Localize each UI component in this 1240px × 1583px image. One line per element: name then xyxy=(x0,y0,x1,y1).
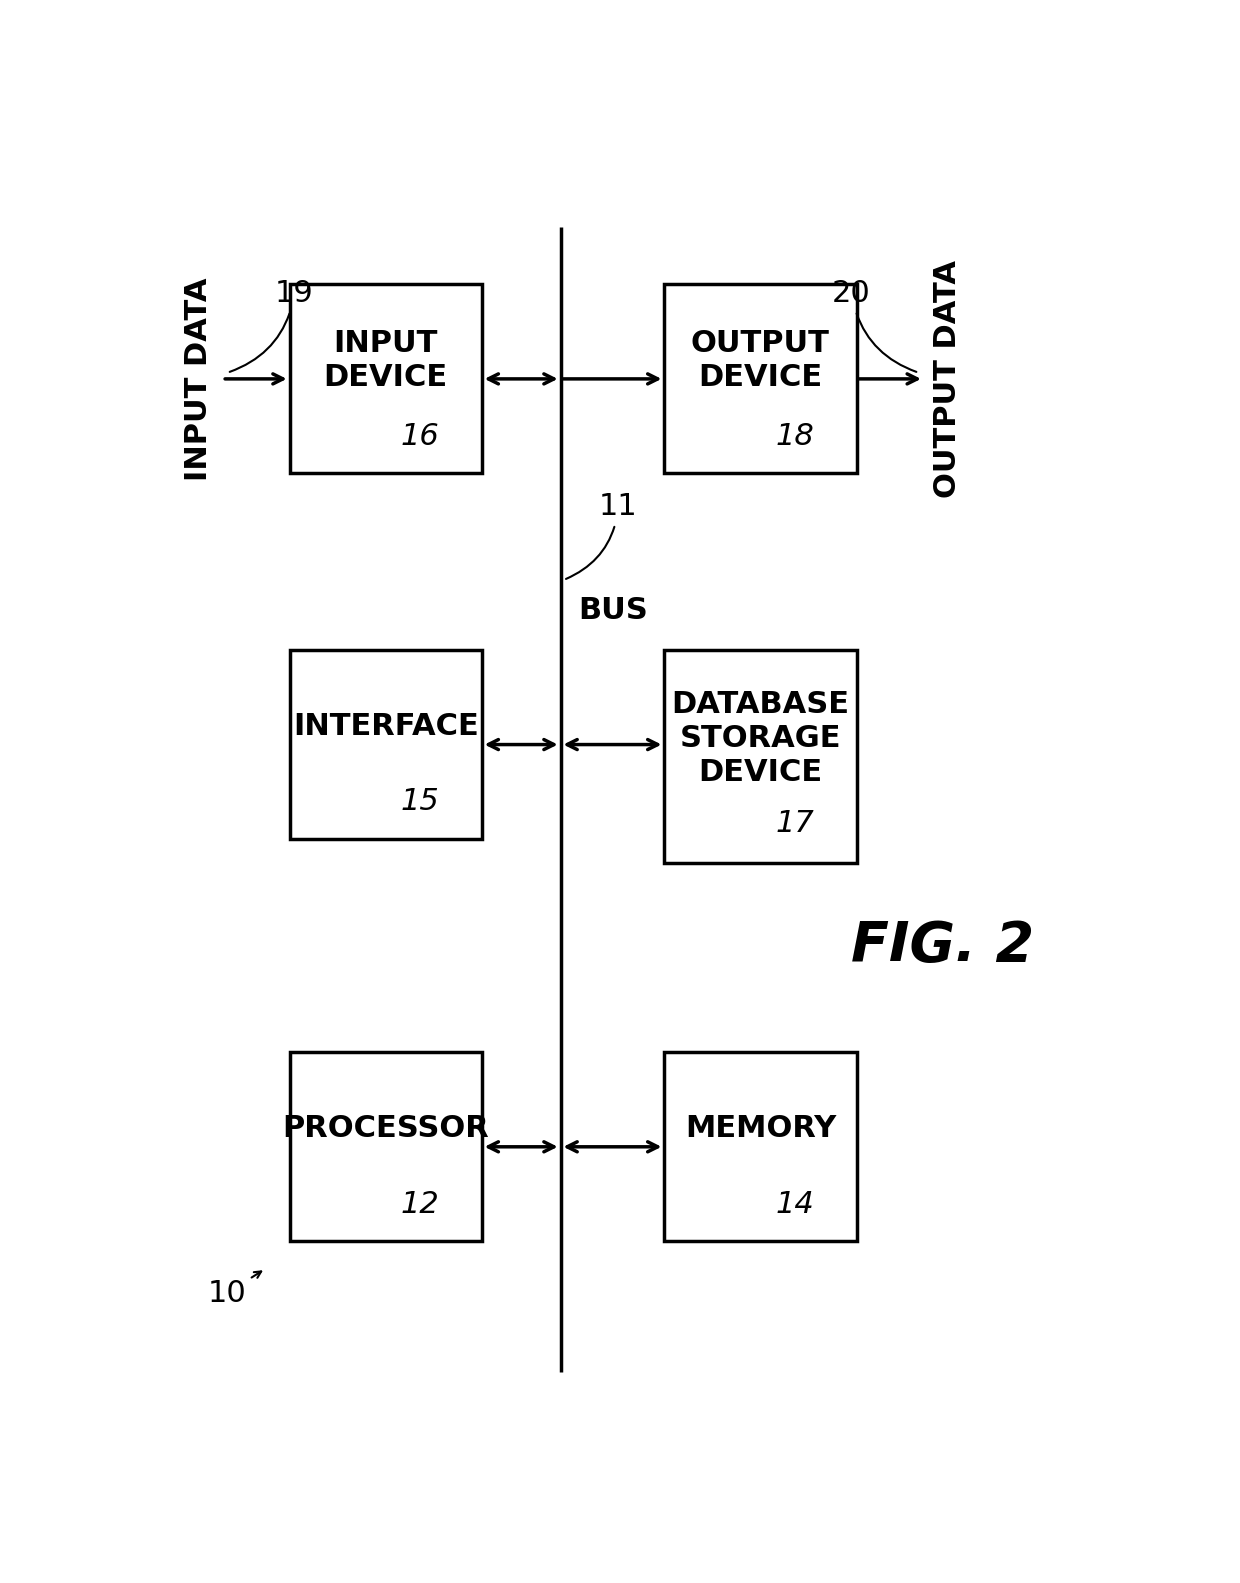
Bar xyxy=(289,651,481,839)
Bar xyxy=(289,285,481,473)
Text: 15: 15 xyxy=(401,787,440,817)
Bar xyxy=(665,651,857,863)
Text: INPUT DATA: INPUT DATA xyxy=(184,277,213,481)
Text: 10: 10 xyxy=(207,1271,262,1308)
Bar xyxy=(665,1053,857,1241)
Text: 11: 11 xyxy=(565,492,637,579)
Text: MEMORY: MEMORY xyxy=(684,1114,836,1143)
Text: INPUT
DEVICE: INPUT DEVICE xyxy=(324,329,448,393)
Text: BUS: BUS xyxy=(578,595,647,625)
Text: 14: 14 xyxy=(776,1189,815,1219)
Text: 19: 19 xyxy=(229,279,314,372)
Text: 18: 18 xyxy=(776,421,815,451)
Text: 20: 20 xyxy=(832,279,916,372)
Bar xyxy=(665,285,857,473)
Text: INTERFACE: INTERFACE xyxy=(293,712,479,741)
Text: OUTPUT
DEVICE: OUTPUT DEVICE xyxy=(691,329,830,393)
Text: OUTPUT DATA: OUTPUT DATA xyxy=(934,260,962,499)
Text: 12: 12 xyxy=(401,1189,440,1219)
Text: FIG. 2: FIG. 2 xyxy=(852,918,1034,972)
Bar xyxy=(289,1053,481,1241)
Text: 17: 17 xyxy=(776,809,815,837)
Text: PROCESSOR: PROCESSOR xyxy=(283,1114,489,1143)
Text: DATABASE
STORAGE
DEVICE: DATABASE STORAGE DEVICE xyxy=(671,690,849,787)
Text: 16: 16 xyxy=(401,421,440,451)
